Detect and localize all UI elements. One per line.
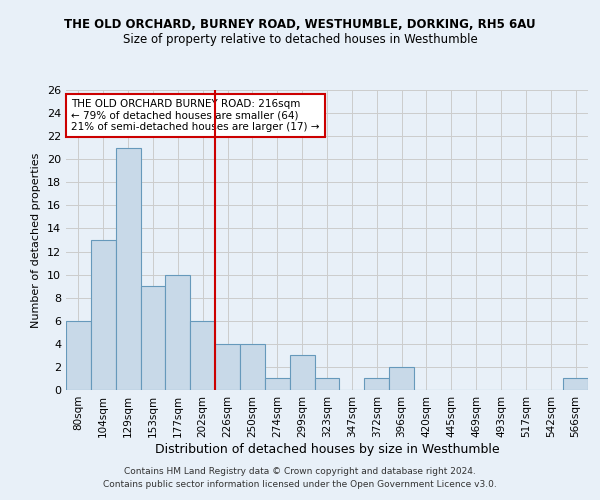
Bar [563, 378, 588, 390]
Bar [265, 378, 290, 390]
Bar [190, 321, 215, 390]
Text: Contains public sector information licensed under the Open Government Licence v3: Contains public sector information licen… [103, 480, 497, 489]
Bar [66, 321, 91, 390]
X-axis label: Distribution of detached houses by size in Westhumble: Distribution of detached houses by size … [155, 442, 499, 456]
Bar [240, 344, 265, 390]
Text: Size of property relative to detached houses in Westhumble: Size of property relative to detached ho… [122, 32, 478, 46]
Text: THE OLD ORCHARD, BURNEY ROAD, WESTHUMBLE, DORKING, RH5 6AU: THE OLD ORCHARD, BURNEY ROAD, WESTHUMBLE… [64, 18, 536, 30]
Bar [215, 344, 240, 390]
Y-axis label: Number of detached properties: Number of detached properties [31, 152, 41, 328]
Text: Contains HM Land Registry data © Crown copyright and database right 2024.: Contains HM Land Registry data © Crown c… [124, 467, 476, 476]
Text: THE OLD ORCHARD BURNEY ROAD: 216sqm
← 79% of detached houses are smaller (64)
21: THE OLD ORCHARD BURNEY ROAD: 216sqm ← 79… [71, 99, 320, 132]
Bar [166, 274, 190, 390]
Bar [140, 286, 166, 390]
Bar [116, 148, 140, 390]
Bar [290, 356, 314, 390]
Bar [364, 378, 389, 390]
Bar [314, 378, 340, 390]
Bar [91, 240, 116, 390]
Bar [389, 367, 414, 390]
